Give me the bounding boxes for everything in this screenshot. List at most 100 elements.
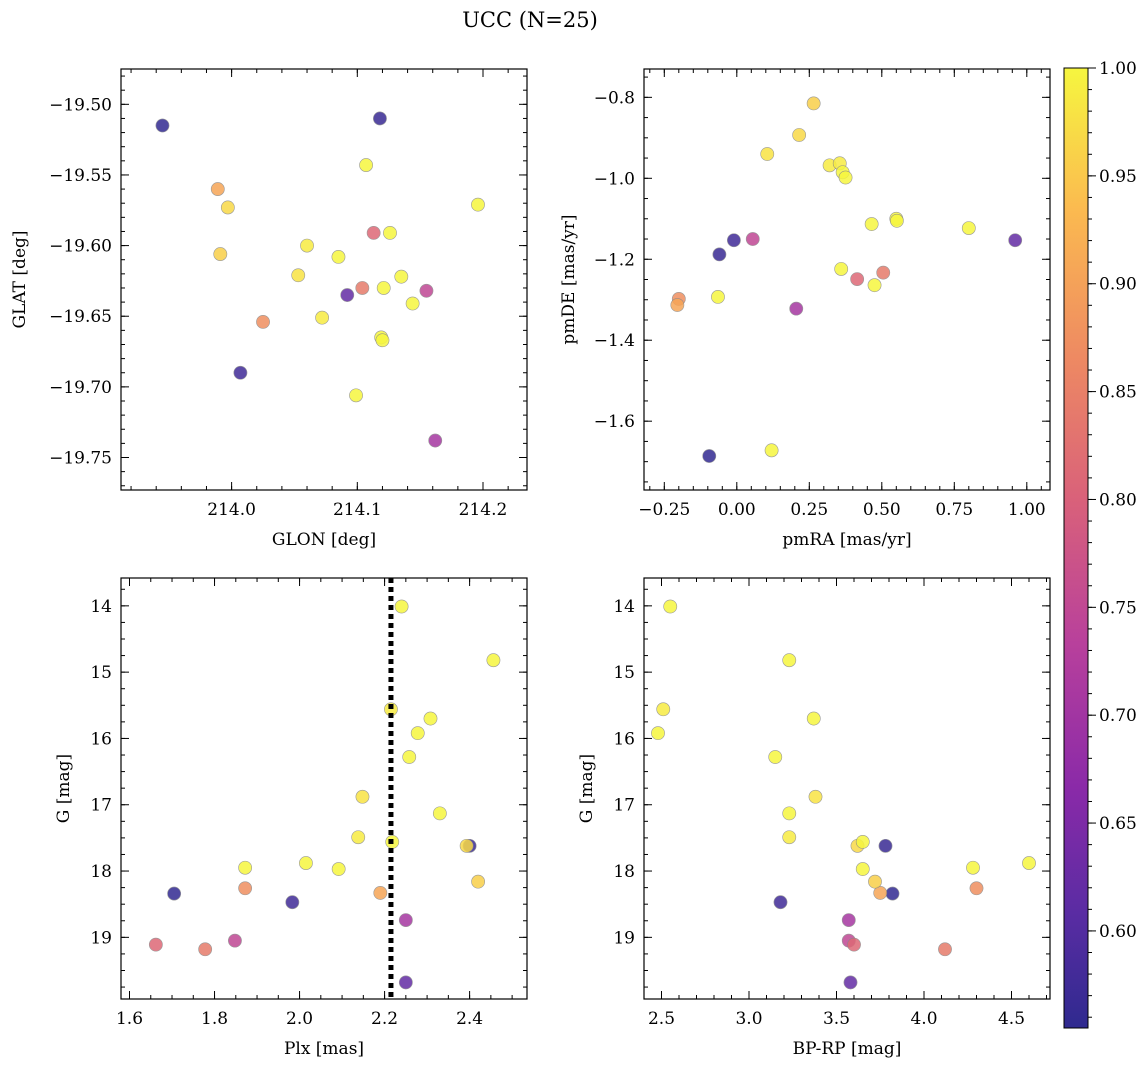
y-tick-label: 16 [90, 729, 112, 749]
y-tick-label: −19.75 [49, 449, 112, 469]
data-point [300, 238, 314, 253]
data-point [663, 599, 678, 614]
data-point [148, 937, 163, 952]
data-point [712, 247, 727, 262]
data-point [419, 283, 434, 298]
x-tick-label: 0.25 [790, 500, 828, 520]
data-point [966, 860, 980, 875]
y-axis-label: GLAT [deg] [10, 230, 30, 328]
x-tick-label: 1.6 [116, 1009, 143, 1029]
data-point [155, 118, 170, 133]
x-tick-label: 1.8 [201, 1009, 228, 1029]
data-point [432, 806, 447, 821]
x-axis-label: BP-RP [mag] [793, 1039, 902, 1059]
data-point [838, 170, 853, 185]
data-point [789, 301, 804, 316]
data-point [889, 213, 904, 228]
panel-3: 1.6 1.8 2.0 2.2 2.4 14 15 16 17 18 19 Plx [mas] G [m… [54, 577, 528, 1059]
data-point [228, 933, 242, 948]
y-tick-label: −19.70 [49, 378, 112, 398]
data-point [864, 217, 879, 231]
data-point [349, 388, 363, 403]
x-tick-label: 0.50 [863, 500, 901, 520]
data-point [238, 860, 253, 875]
plot-frame [120, 577, 528, 1000]
data-point [841, 913, 856, 928]
data-point [868, 874, 882, 889]
data-point [428, 433, 443, 448]
y-tick-label: −1.6 [594, 412, 635, 432]
x-tick-label: 2.2 [371, 1009, 398, 1029]
data-point [873, 886, 888, 900]
data-point [405, 296, 420, 311]
data-points [148, 578, 501, 999]
data-point [351, 830, 366, 845]
y-tick-label: 19 [90, 928, 112, 948]
x-tick-label: 0.00 [718, 500, 756, 520]
x-tick-label: 214.0 [207, 500, 256, 520]
data-point [876, 265, 891, 280]
x-tick-label: 2.5 [648, 1009, 675, 1029]
x-tick-label: 4.0 [910, 1009, 937, 1029]
data-point [486, 653, 501, 668]
data-point [782, 653, 797, 668]
data-point [782, 806, 797, 821]
data-point [373, 886, 388, 900]
data-point [398, 913, 413, 928]
data-point [376, 281, 391, 295]
data-point [331, 249, 346, 264]
colorbar-tick-label: 0.90 [1099, 275, 1137, 295]
y-tick-label: 14 [90, 597, 112, 617]
x-tick-label: −0.25 [638, 500, 690, 520]
minor-ticks [644, 69, 1050, 490]
data-point [383, 225, 397, 240]
data-point [167, 886, 182, 901]
y-tick-label: 18 [90, 862, 112, 882]
minor-ticks [121, 69, 527, 490]
colorbar-tick-label: 0.80 [1099, 490, 1137, 510]
data-point [745, 232, 760, 246]
panel-2: −0.25 0.00 0.25 0.50 0.75 1.00 −1.6 −1.4 −1.2 −1.… [559, 68, 1051, 550]
data-point [867, 278, 882, 293]
y-tick-label: −19.60 [49, 237, 112, 257]
x-tick-label: 3.0 [735, 1009, 762, 1029]
data-point [256, 314, 270, 329]
data-point [792, 128, 807, 142]
data-point [331, 862, 346, 876]
y-axis-label: G [mag] [54, 754, 74, 823]
data-point [233, 365, 248, 380]
data-point [711, 290, 725, 304]
colorbar-tick-label: 1.00 [1099, 59, 1137, 79]
data-point [855, 834, 870, 849]
y-tick-label: −1.0 [594, 169, 635, 189]
data-point [285, 895, 300, 910]
y-tick-label: 15 [613, 663, 635, 683]
data-point [768, 750, 783, 764]
data-point [394, 269, 409, 284]
x-tick-label: 4.5 [998, 1009, 1025, 1029]
y-tick-label: −1.2 [594, 250, 635, 270]
x-tick-label: 2.0 [286, 1009, 313, 1029]
x-axis-label: Plx [mas] [284, 1039, 364, 1059]
data-point [238, 881, 253, 896]
x-tick-label: 3.5 [823, 1009, 850, 1029]
x-axis-label: pmRA [mas/yr] [782, 530, 911, 550]
data-point [315, 310, 330, 325]
data-points [651, 599, 1036, 990]
data-point [773, 895, 788, 910]
data-point [471, 197, 485, 212]
data-point [340, 288, 355, 302]
plot-frame [643, 577, 1051, 1000]
y-tick-label: −19.50 [49, 95, 112, 115]
data-points [155, 111, 485, 448]
colorbar: 0.60 0.65 0.70 0.75 0.80 0.85 0.90 0.95 1.00 [1063, 59, 1137, 1029]
data-point [850, 272, 865, 286]
data-point [394, 599, 409, 614]
colorbar-gradient [1063, 67, 1089, 1029]
y-axis-label: G [mag] [577, 754, 597, 823]
colorbar-tick-label: 0.70 [1099, 706, 1137, 726]
x-tick-label: 214.1 [333, 500, 382, 520]
data-point [291, 268, 306, 283]
colorbar-tick-label: 0.85 [1099, 383, 1137, 403]
